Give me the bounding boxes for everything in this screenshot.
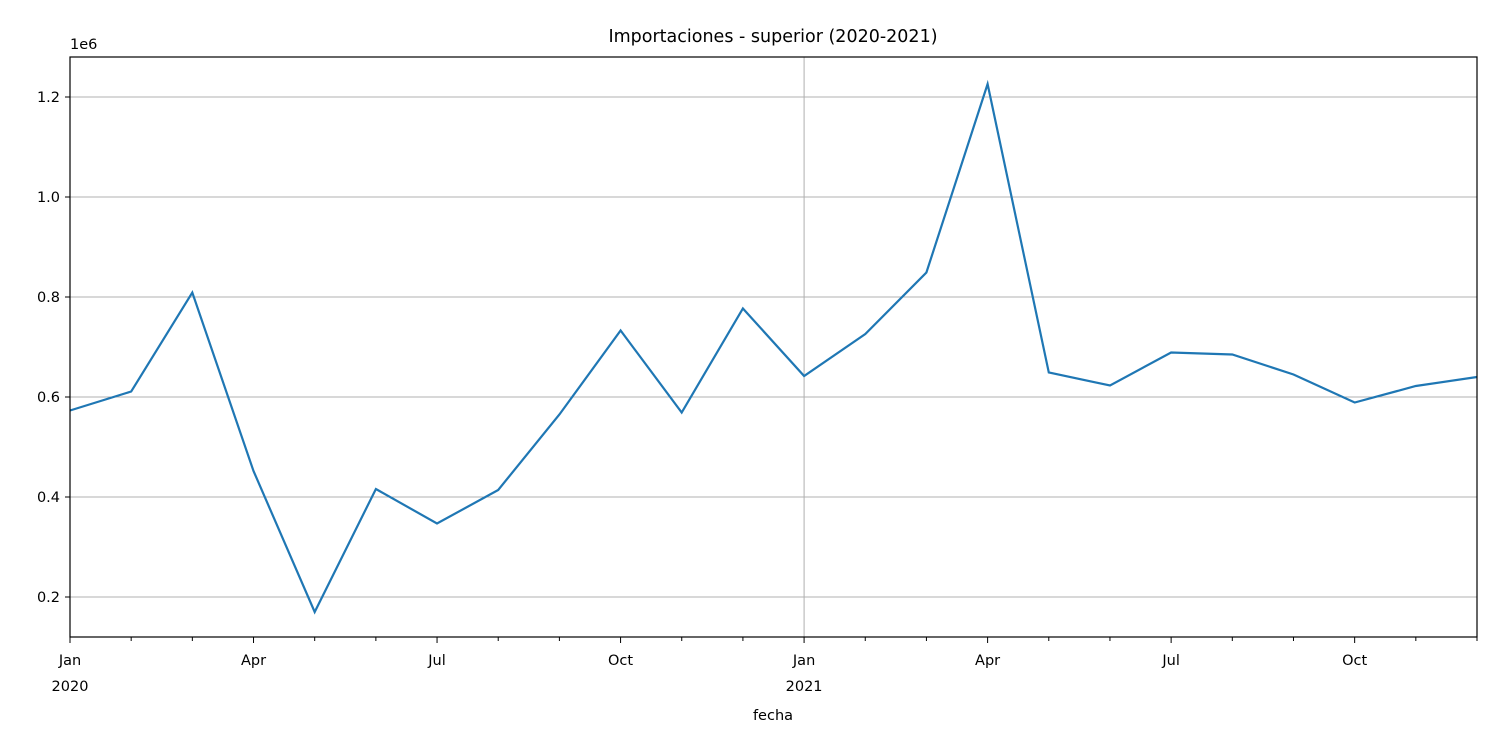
y-tick-label: 0.6 bbox=[37, 390, 60, 406]
x-tick-label: Jul bbox=[427, 653, 446, 669]
x-tick-label: Oct bbox=[608, 653, 633, 669]
tick-marks bbox=[65, 96, 1478, 643]
series-line-0 bbox=[69, 79, 1478, 615]
x-axis-label: fecha bbox=[753, 708, 793, 724]
x-tick-year-label: 2020 bbox=[52, 679, 89, 695]
y-axis-offset-label: 1e6 bbox=[70, 37, 97, 53]
x-tick-label: Apr bbox=[975, 653, 1000, 669]
x-tick-label: Jan bbox=[58, 653, 81, 669]
x-tick-label: Apr bbox=[241, 653, 266, 669]
tick-labels: 0.2 0.4 0.6 0.8 1.0 1.2 Jan 2020 Apr Jul Oct Jan 202… bbox=[37, 90, 1368, 695]
series-layer bbox=[69, 79, 1478, 615]
y-tick-label: 0.2 bbox=[37, 590, 60, 606]
y-tick-label: 1.2 bbox=[37, 90, 60, 106]
x-tick-label: Oct bbox=[1342, 653, 1367, 669]
chart-title: Importaciones - superior (2020-2021) bbox=[608, 27, 937, 47]
y-tick-label: 0.8 bbox=[37, 290, 60, 306]
y-tick-label: 0.4 bbox=[37, 490, 60, 506]
x-tick-year-label: 2021 bbox=[786, 679, 823, 695]
x-tick-label: Jan bbox=[792, 653, 815, 669]
grid-lines bbox=[69, 57, 1477, 637]
x-tick-label: Jul bbox=[1161, 653, 1180, 669]
plot-frame bbox=[69, 56, 1478, 638]
y-tick-label: 1.0 bbox=[37, 190, 60, 206]
